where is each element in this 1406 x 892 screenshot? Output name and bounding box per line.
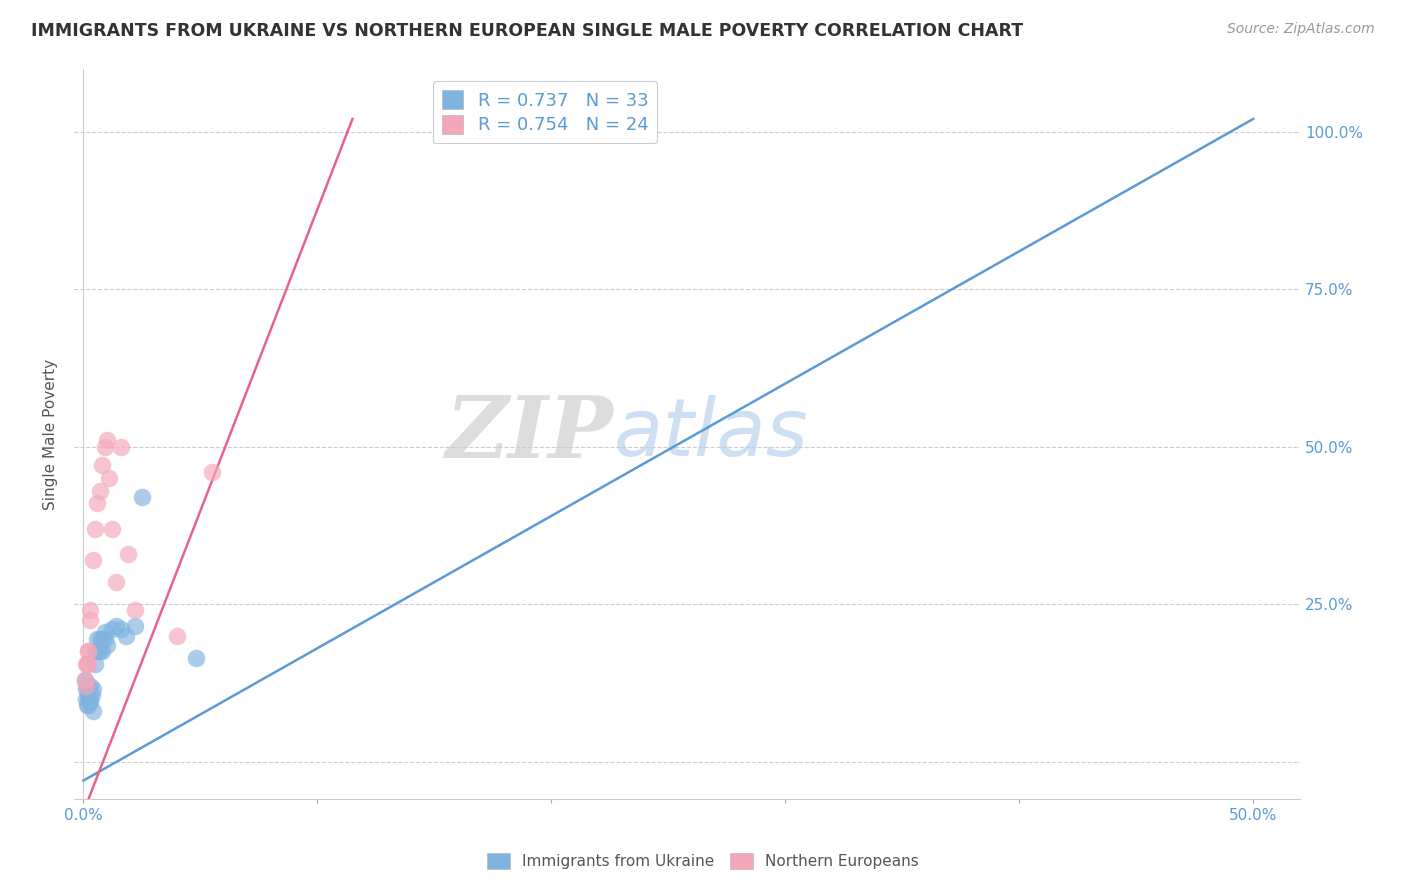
Point [124, 603, 146, 617]
Point [184, 650, 207, 665]
Point [89, 632, 111, 646]
Point [100, 623, 122, 637]
Point [75, 682, 97, 697]
Point [117, 547, 139, 561]
Y-axis label: Single Male Poverty: Single Male Poverty [44, 359, 58, 509]
Text: ZIP: ZIP [446, 392, 613, 475]
Point [73, 673, 96, 687]
Point [124, 619, 146, 633]
Point [86, 644, 108, 658]
Point [76, 698, 98, 712]
Point [96, 638, 118, 652]
Point [84, 657, 107, 671]
Point [79, 691, 101, 706]
Point [79, 695, 101, 709]
Point [84, 644, 107, 658]
Point [82, 704, 104, 718]
Point [77, 698, 100, 712]
Text: Source: ZipAtlas.com: Source: ZipAtlas.com [1227, 22, 1375, 37]
Point [77, 682, 100, 697]
Point [131, 490, 153, 504]
Point [105, 619, 128, 633]
Text: atlas: atlas [613, 395, 808, 473]
Point [86, 632, 108, 646]
Legend: Immigrants from Ukraine, Northern Europeans: Immigrants from Ukraine, Northern Europe… [481, 847, 925, 875]
Point [73, 673, 96, 687]
Point [77, 644, 100, 658]
Point [80, 689, 103, 703]
Point [114, 629, 136, 643]
Point [98, 471, 121, 485]
Point [82, 682, 104, 697]
Point [84, 521, 107, 535]
Point [77, 644, 100, 658]
Point [100, 521, 122, 535]
Point [75, 691, 97, 706]
Text: IMMIGRANTS FROM UKRAINE VS NORTHERN EUROPEAN SINGLE MALE POVERTY CORRELATION CHA: IMMIGRANTS FROM UKRAINE VS NORTHERN EURO… [31, 22, 1024, 40]
Point [110, 440, 132, 454]
Point [79, 603, 101, 617]
Point [79, 613, 101, 627]
Point [76, 657, 98, 671]
Point [77, 657, 100, 671]
Point [96, 434, 118, 448]
Point [93, 632, 115, 646]
Point [89, 483, 111, 498]
Point [75, 657, 97, 671]
Point [110, 623, 132, 637]
Point [75, 679, 97, 693]
Point [201, 465, 224, 479]
Point [91, 632, 114, 646]
Point [166, 629, 188, 643]
Point [79, 679, 101, 693]
Point [82, 553, 104, 567]
Point [93, 625, 115, 640]
Point [105, 575, 128, 590]
Point [79, 691, 101, 706]
Point [91, 458, 114, 473]
Point [93, 440, 115, 454]
Point [89, 644, 111, 658]
Point [76, 679, 98, 693]
Point [77, 689, 100, 703]
Legend: R = 0.737   N = 33, R = 0.754   N = 24: R = 0.737 N = 33, R = 0.754 N = 24 [433, 81, 658, 144]
Point [91, 644, 114, 658]
Point [86, 496, 108, 510]
